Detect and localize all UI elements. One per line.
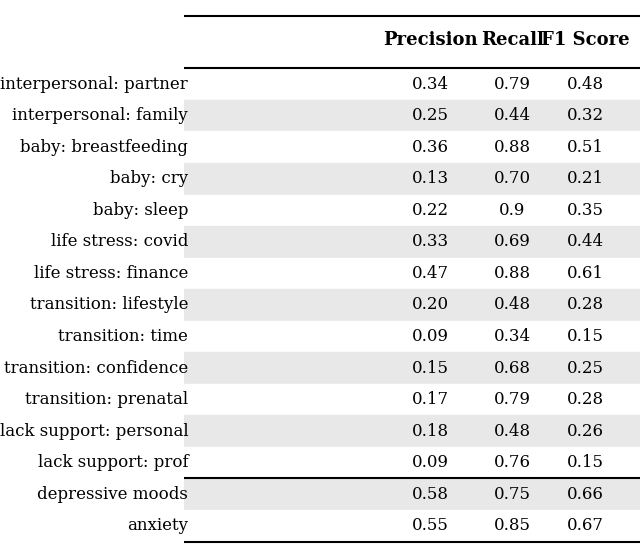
Text: 0.48: 0.48 <box>566 75 604 92</box>
Bar <box>184 258 640 289</box>
Text: 0.21: 0.21 <box>566 170 604 187</box>
Text: Recall: Recall <box>481 31 543 49</box>
Text: interpersonal: family: interpersonal: family <box>12 107 188 124</box>
Text: 0.76: 0.76 <box>493 454 531 471</box>
Text: transition: confidence: transition: confidence <box>4 359 188 376</box>
Text: 0.33: 0.33 <box>412 234 449 251</box>
Text: lack support: prof: lack support: prof <box>38 454 188 471</box>
Text: 0.34: 0.34 <box>493 328 531 345</box>
Text: 0.68: 0.68 <box>493 359 531 376</box>
Text: lack support: personal: lack support: personal <box>0 423 188 440</box>
Text: transition: time: transition: time <box>58 328 188 345</box>
Text: 0.17: 0.17 <box>412 391 449 408</box>
Text: 0.18: 0.18 <box>412 423 449 440</box>
Text: 0.36: 0.36 <box>412 139 449 156</box>
Text: baby: cry: baby: cry <box>110 170 188 187</box>
Text: 0.25: 0.25 <box>567 359 604 376</box>
Text: 0.85: 0.85 <box>493 517 531 534</box>
Bar <box>184 100 640 131</box>
Bar <box>184 479 640 510</box>
Text: 0.55: 0.55 <box>412 517 449 534</box>
Text: 0.88: 0.88 <box>493 265 531 282</box>
Bar <box>184 131 640 163</box>
Text: 0.15: 0.15 <box>412 359 449 376</box>
Bar <box>184 68 640 100</box>
Text: 0.48: 0.48 <box>493 423 531 440</box>
Text: 0.70: 0.70 <box>493 170 531 187</box>
Text: 0.28: 0.28 <box>566 296 604 313</box>
Text: 0.47: 0.47 <box>412 265 449 282</box>
Text: life stress: finance: life stress: finance <box>34 265 188 282</box>
Text: 0.48: 0.48 <box>493 296 531 313</box>
Text: 0.22: 0.22 <box>412 202 449 219</box>
Text: 0.25: 0.25 <box>412 107 449 124</box>
Text: 0.66: 0.66 <box>567 486 604 503</box>
Text: transition: prenatal: transition: prenatal <box>25 391 188 408</box>
Bar <box>184 384 640 415</box>
Text: 0.28: 0.28 <box>566 391 604 408</box>
Text: 0.88: 0.88 <box>493 139 531 156</box>
Text: 0.79: 0.79 <box>493 391 531 408</box>
Bar <box>184 195 640 226</box>
Bar <box>184 352 640 384</box>
Text: 0.44: 0.44 <box>566 234 604 251</box>
Bar <box>184 163 640 195</box>
Text: 0.13: 0.13 <box>412 170 449 187</box>
Text: anxiety: anxiety <box>127 517 188 534</box>
Bar <box>184 321 640 352</box>
Text: 0.26: 0.26 <box>567 423 604 440</box>
Bar <box>184 415 640 447</box>
Text: 0.09: 0.09 <box>412 328 449 345</box>
Text: 0.9: 0.9 <box>499 202 525 219</box>
Text: 0.51: 0.51 <box>567 139 604 156</box>
Text: 0.32: 0.32 <box>566 107 604 124</box>
Text: life stress: covid: life stress: covid <box>51 234 188 251</box>
Text: F1 Score: F1 Score <box>541 31 630 49</box>
Text: 0.58: 0.58 <box>412 486 449 503</box>
Text: 0.34: 0.34 <box>412 75 449 92</box>
Bar <box>184 447 640 479</box>
Text: 0.79: 0.79 <box>493 75 531 92</box>
Text: 0.09: 0.09 <box>412 454 449 471</box>
Text: 0.61: 0.61 <box>567 265 604 282</box>
Text: depressive moods: depressive moods <box>37 486 188 503</box>
Bar <box>184 226 640 258</box>
Text: baby: sleep: baby: sleep <box>93 202 188 219</box>
Text: interpersonal: partner: interpersonal: partner <box>1 75 188 92</box>
Text: 0.20: 0.20 <box>412 296 449 313</box>
Text: 0.15: 0.15 <box>567 328 604 345</box>
Text: 0.69: 0.69 <box>494 234 531 251</box>
Text: 0.35: 0.35 <box>567 202 604 219</box>
Text: 0.44: 0.44 <box>493 107 531 124</box>
Bar <box>184 510 640 542</box>
Text: 0.75: 0.75 <box>493 486 531 503</box>
Text: baby: breastfeeding: baby: breastfeeding <box>20 139 188 156</box>
Text: transition: lifestyle: transition: lifestyle <box>29 296 188 313</box>
Bar <box>184 289 640 321</box>
Text: 0.15: 0.15 <box>567 454 604 471</box>
Text: Precision: Precision <box>383 31 477 49</box>
Text: 0.67: 0.67 <box>567 517 604 534</box>
